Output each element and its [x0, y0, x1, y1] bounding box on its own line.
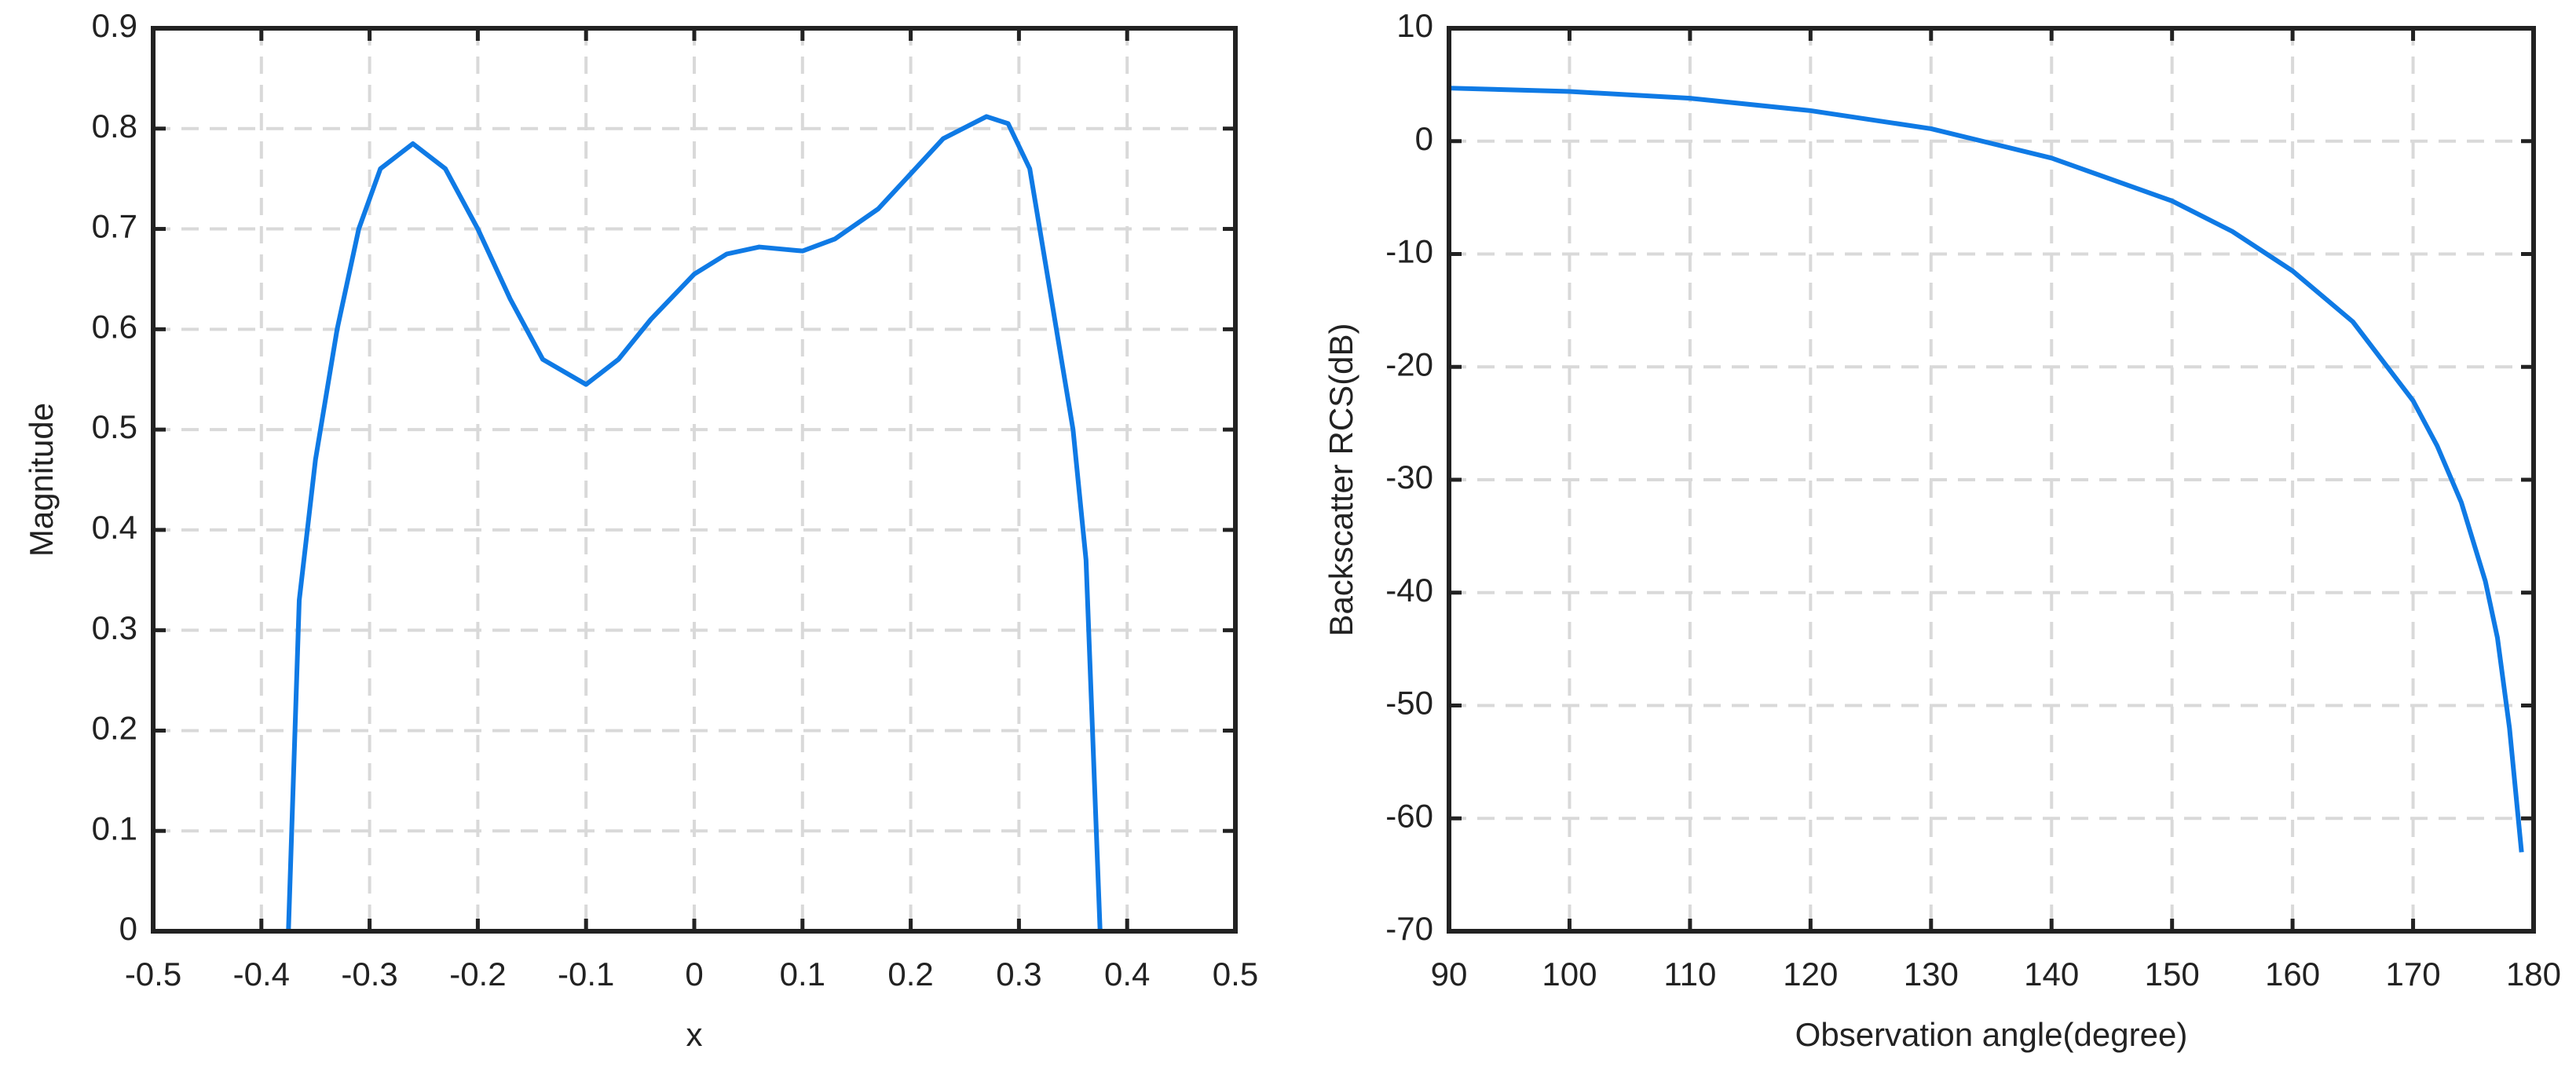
y-tick-label: 0 — [1415, 120, 1433, 157]
y-tick-label: -10 — [1385, 233, 1433, 270]
y-tick-label: 0.2 — [92, 710, 137, 747]
x-tick-label: -0.2 — [449, 956, 506, 992]
y-tick-label: 0 — [119, 910, 137, 947]
y-tick-label: 0.5 — [92, 408, 137, 445]
x-tick-label: 0 — [685, 956, 703, 992]
x-tick-label: 130 — [1904, 956, 1959, 992]
data-line — [1448, 86, 2524, 853]
data-line — [153, 114, 1235, 934]
x-tick-label: 110 — [1663, 956, 1716, 992]
x-tick-label: -0.3 — [341, 956, 397, 992]
axes-box — [151, 26, 1238, 934]
y-tick-label: 0.3 — [92, 609, 137, 646]
x-axis-label: Observation angle(degree) — [1795, 1016, 2188, 1053]
x-tick-label: 0.1 — [780, 956, 825, 992]
y-tick-label: -70 — [1385, 910, 1433, 947]
x-tick-label: -0.4 — [233, 956, 290, 992]
x-tick-label: 0.5 — [1213, 956, 1258, 992]
x-tick-label: -0.5 — [125, 956, 181, 992]
y-tick-label: -60 — [1385, 797, 1433, 834]
y-tick-label: -30 — [1385, 459, 1433, 495]
y-tick-label: -20 — [1385, 345, 1433, 382]
y-tick-label: 0.4 — [92, 509, 137, 546]
x-tick-label: 0.3 — [996, 956, 1041, 992]
x-tick-label: 170 — [2386, 956, 2441, 992]
y-tick-label: -40 — [1385, 572, 1433, 609]
y-tick-label: -50 — [1385, 685, 1433, 722]
x-tick-label: -0.1 — [558, 956, 614, 992]
x-tick-label: 150 — [2145, 956, 2200, 992]
x-tick-label: 0.2 — [887, 956, 933, 992]
x-tick-label: 160 — [2265, 956, 2320, 992]
y-tick-label: 0.1 — [92, 810, 137, 846]
y-tick-label: 10 — [1396, 7, 1433, 44]
axes-box — [1447, 26, 2536, 934]
y-axis-label: Backscatter RCS(dB) — [1323, 323, 1359, 636]
x-tick-label: 90 — [1431, 956, 1468, 992]
x-tick-label: 120 — [1783, 956, 1838, 992]
y-tick-label: 0.8 — [92, 108, 137, 144]
x-tick-label: 180 — [2506, 956, 2561, 992]
y-tick-label: 0.9 — [92, 7, 137, 44]
x-tick-label: 100 — [1542, 956, 1597, 992]
x-tick-label: 140 — [2024, 956, 2079, 992]
x-tick-label: 0.4 — [1104, 956, 1150, 992]
y-axis-label: Magnitude — [23, 403, 60, 557]
y-tick-label: 0.6 — [92, 308, 137, 345]
x-axis-label: x — [686, 1016, 703, 1053]
y-tick-label: 0.7 — [92, 208, 137, 245]
